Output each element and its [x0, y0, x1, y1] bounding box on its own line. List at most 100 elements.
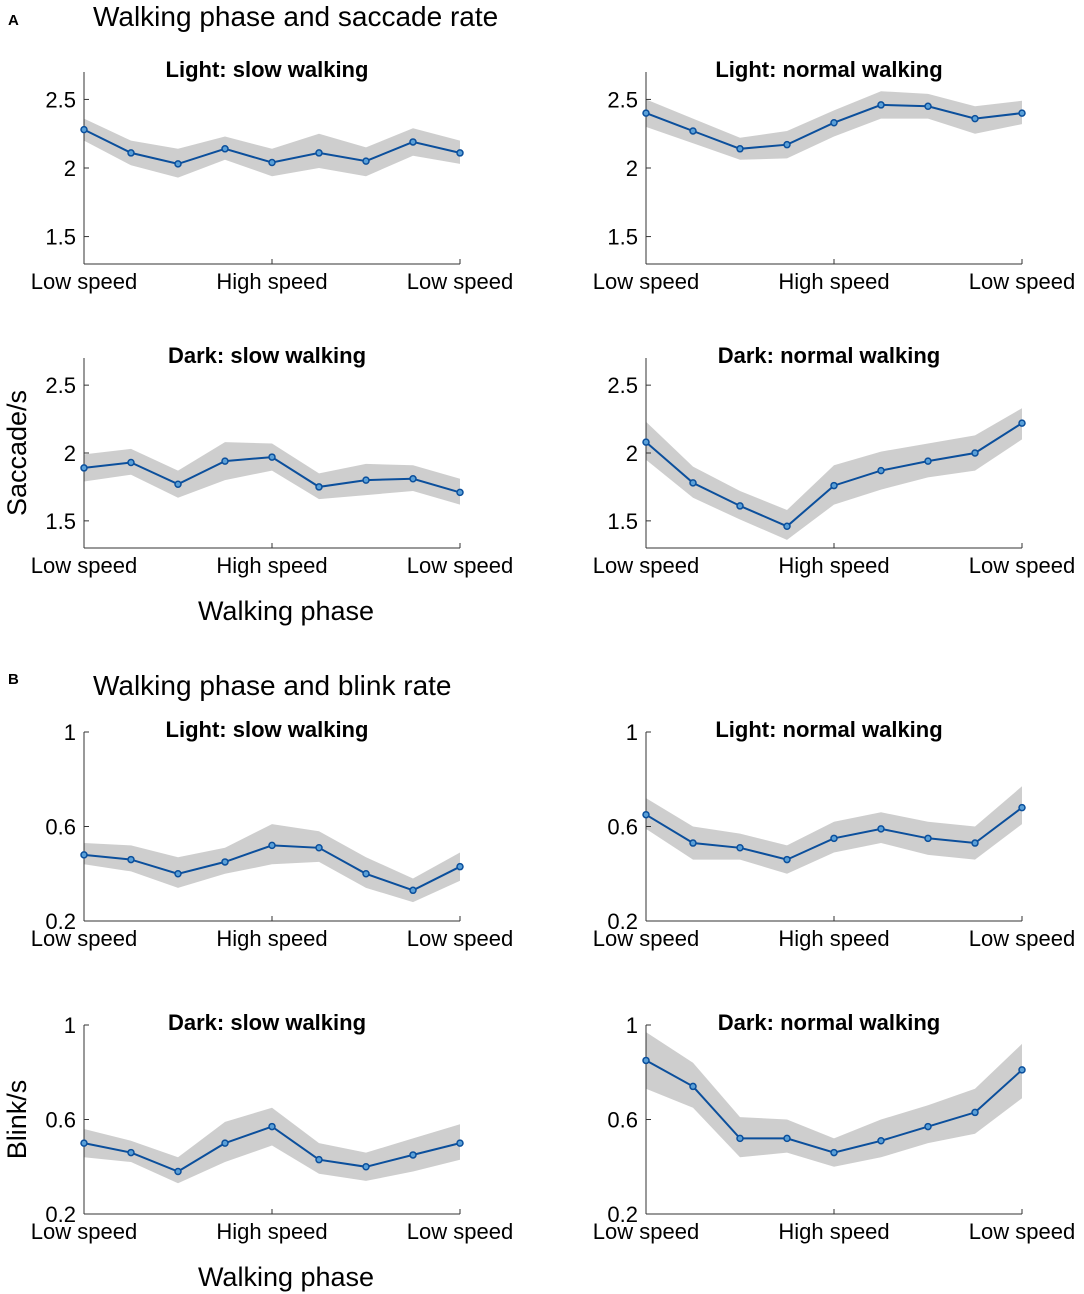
- y-tick-label: 0.6: [45, 1108, 76, 1133]
- y-tick-label: 1: [64, 1013, 76, 1038]
- chart-7: 0.2 0.6 1 Low speed High speed Low speed Dark:…: [593, 1010, 1075, 1244]
- x-tick-label: High speed: [778, 1219, 889, 1244]
- data-point: [221, 1139, 229, 1147]
- data-point: [127, 149, 135, 157]
- data-point: [174, 870, 182, 878]
- data-point: [924, 834, 932, 843]
- data-point: [642, 438, 650, 446]
- chart-0: 1.5 2 2.5 Low speed High speed Low speed Light…: [31, 57, 513, 294]
- y-tick-label: 0.6: [607, 815, 638, 840]
- data-point: [127, 855, 135, 864]
- y-tick-label: 1: [626, 1013, 638, 1038]
- data-point: [877, 1137, 885, 1145]
- x-tick-label: High speed: [778, 269, 889, 294]
- y-tick-label: 2.5: [45, 87, 76, 112]
- x-tick-label: Low speed: [31, 1219, 137, 1244]
- x-tick-label: Low speed: [593, 269, 699, 294]
- data-point: [924, 102, 932, 111]
- data-point: [127, 458, 135, 467]
- y-tick-label: 2: [626, 441, 638, 466]
- plot-title: Dark: normal walking: [718, 343, 941, 368]
- data-point: [971, 1108, 979, 1117]
- x-tick-label: Low speed: [969, 269, 1075, 294]
- data-point: [456, 1139, 464, 1147]
- y-tick-label: 0.2: [607, 1202, 638, 1227]
- data-point: [971, 839, 979, 847]
- y-tick-label: 0.2: [607, 909, 638, 934]
- y-tick-label: 0.6: [45, 815, 76, 840]
- x-tick-label: Low speed: [407, 269, 513, 294]
- data-point: [362, 870, 370, 878]
- plot-title: Dark: slow walking: [168, 1010, 366, 1035]
- x-tick-label: Low speed: [407, 553, 513, 578]
- y-tick-label: 1.5: [607, 225, 638, 250]
- data-point: [830, 481, 838, 490]
- y-tick-label: 0.2: [45, 909, 76, 934]
- data-point: [1018, 109, 1026, 117]
- data-point: [830, 834, 838, 843]
- data-point: [1018, 419, 1026, 427]
- y-tick-label: 1.5: [45, 509, 76, 534]
- confidence-band: [84, 1107, 460, 1184]
- data-point: [783, 140, 791, 149]
- y-tick-label: 2.5: [45, 373, 76, 398]
- data-point: [642, 810, 650, 819]
- data-point: [689, 1082, 697, 1091]
- data-point: [80, 464, 88, 472]
- data-point: [174, 160, 182, 168]
- data-point: [456, 149, 464, 157]
- chart-1: 1.5 2 2.5 Low speed High speed Low speed Light…: [593, 57, 1075, 294]
- x-tick-label: Low speed: [969, 553, 1075, 578]
- data-point: [221, 858, 229, 866]
- x-tick-label: High speed: [778, 553, 889, 578]
- y-tick-label: 0.6: [607, 1108, 638, 1133]
- data-point: [971, 449, 979, 457]
- data-point: [783, 855, 791, 864]
- data-point: [362, 1163, 370, 1171]
- x-tick-label: High speed: [216, 1219, 327, 1244]
- panel-label-b: B: [8, 671, 19, 688]
- data-point: [315, 483, 323, 491]
- y-tick-label: 0.2: [45, 1202, 76, 1227]
- y-tick-label: 2: [64, 441, 76, 466]
- y-tick-label: 1: [626, 720, 638, 745]
- data-point: [174, 1167, 182, 1176]
- x-tick-label: Low speed: [31, 926, 137, 951]
- data-point: [971, 114, 979, 123]
- x-tick-label: Low speed: [969, 1219, 1075, 1244]
- data-point: [80, 851, 88, 859]
- section-title-saccade: Walking phase and saccade rate: [93, 1, 498, 32]
- y-tick-label: 1.5: [607, 509, 638, 534]
- data-point: [830, 1148, 838, 1157]
- data-point: [1018, 803, 1026, 812]
- x-tick-label: Low speed: [969, 926, 1075, 951]
- data-point: [409, 138, 417, 146]
- confidence-band: [84, 118, 460, 178]
- data-point: [268, 453, 276, 461]
- chart-5: 0.2 0.6 1 Low speed High speed Low speed Light…: [593, 717, 1075, 951]
- x-axis-label: Walking phase: [198, 1262, 374, 1292]
- panel-label-a: A: [8, 12, 19, 29]
- plot-title: Dark: normal walking: [718, 1010, 941, 1035]
- plot-title: Light: slow walking: [166, 57, 369, 82]
- x-tick-label: High speed: [778, 926, 889, 951]
- plot-title: Dark: slow walking: [168, 343, 366, 368]
- data-point: [315, 1155, 323, 1164]
- data-point: [877, 825, 885, 833]
- confidence-band: [84, 824, 460, 903]
- data-point: [268, 841, 276, 850]
- data-point: [127, 1148, 135, 1157]
- plot-title: Light: normal walking: [715, 57, 942, 82]
- data-point: [924, 457, 932, 465]
- y-axis-label: Blink/s: [2, 1080, 32, 1160]
- y-tick-label: 2: [64, 156, 76, 181]
- data-point: [924, 1122, 932, 1131]
- x-tick-label: Low speed: [407, 926, 513, 951]
- confidence-band: [646, 1032, 1022, 1167]
- data-point: [689, 127, 697, 135]
- data-point: [409, 475, 417, 483]
- y-tick-label: 1.5: [45, 225, 76, 250]
- x-tick-label: Low speed: [31, 269, 137, 294]
- data-point: [362, 476, 370, 484]
- y-axis-label: Saccade/s: [2, 390, 32, 516]
